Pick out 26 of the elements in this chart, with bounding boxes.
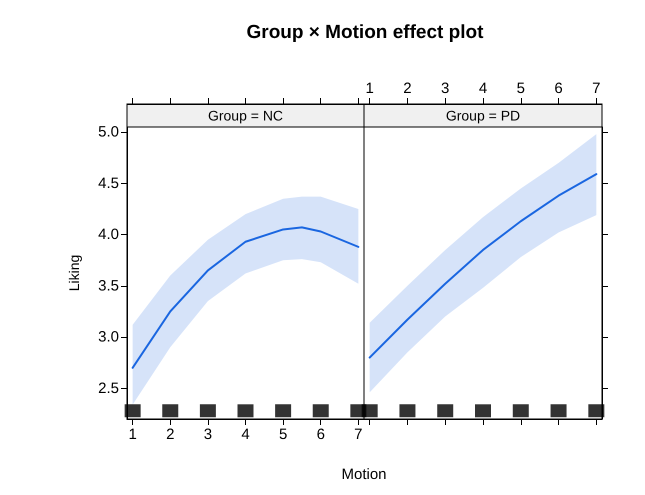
x-tick-label: 5 [278, 426, 288, 443]
y-tick-label: 4.5 [98, 174, 119, 192]
x-tick-label: 2 [403, 80, 412, 97]
y-axis-title: Liking [66, 254, 82, 292]
line-series [132, 226, 360, 369]
x-tick-label: 6 [316, 426, 325, 443]
y-tick-label: 3.5 [98, 277, 119, 294]
x-tick-label: 3 [204, 426, 212, 443]
x-tick-label: 3 [441, 80, 450, 97]
x-tick-label: 2 [166, 426, 174, 443]
x-tick-label: 4 [241, 426, 250, 443]
y-tick-label: 5.0 [98, 124, 119, 141]
y-tick-label: 3.0 [98, 328, 119, 346]
chart-subtitle: Group = NC [208, 108, 284, 124]
chart-title: Group × Motion effect plot [246, 22, 484, 44]
x-tick-label: 7 [354, 426, 363, 443]
x-tick-label: 1 [365, 80, 374, 97]
x-tick-label: 6 [554, 80, 563, 97]
x-tick-label: 7 [592, 80, 601, 97]
y-tick-label: 2.5 [98, 380, 119, 397]
x-tick-label: 4 [478, 80, 488, 97]
x-tick-label: 5 [516, 80, 525, 97]
chart-subtitle: Group = PD [446, 108, 520, 124]
x-tick-label: 1 [128, 426, 137, 443]
y-tick-label: 4.0 [98, 226, 119, 244]
x-axis-title: Motion [340, 466, 388, 483]
